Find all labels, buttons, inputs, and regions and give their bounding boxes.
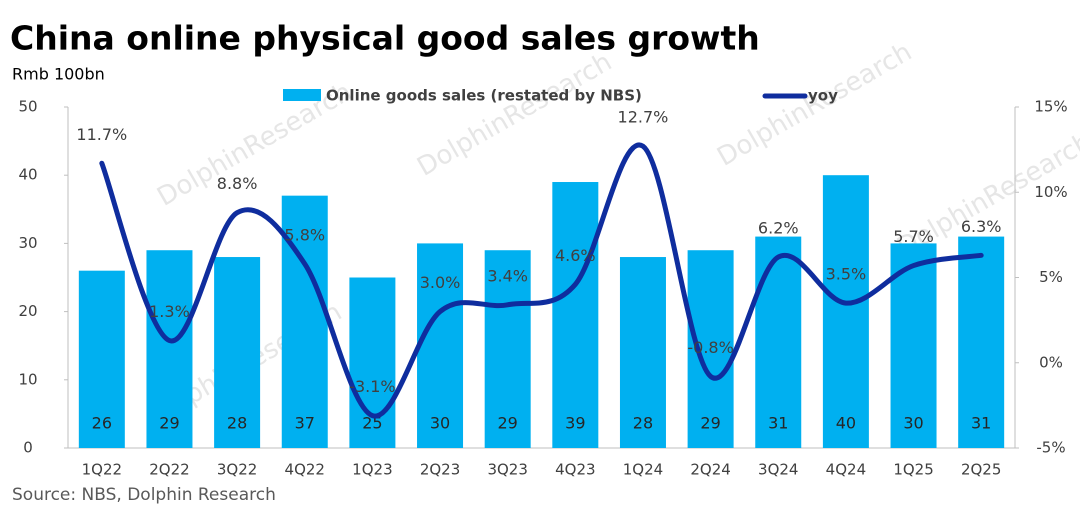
bar-value-label: 40 [836, 414, 856, 433]
y-tick-label: 20 [18, 302, 37, 320]
y2-tick-label: 10% [1034, 183, 1067, 201]
x-tick-label: 4Q24 [826, 461, 866, 479]
y2-tick-label: 15% [1034, 98, 1067, 116]
y2-tick-label: 0% [1039, 353, 1063, 371]
bar [484, 250, 531, 448]
y-tick-label: 30 [18, 234, 37, 252]
x-tick-label: 1Q22 [82, 461, 122, 479]
y-tick-label: 10 [18, 370, 37, 388]
x-tick-label: 2Q23 [420, 461, 460, 479]
line-value-label: 6.2% [758, 219, 799, 238]
legend-swatch [283, 89, 321, 101]
yoy-line [99, 142, 984, 419]
bar-value-label: 28 [227, 414, 247, 433]
x-tick-label: 2Q24 [690, 461, 730, 479]
bar-value-label: 31 [768, 414, 788, 433]
source-note: Source: NBS, Dolphin Research [12, 485, 276, 505]
bar [552, 182, 599, 448]
bar [755, 236, 802, 448]
bar [958, 236, 1005, 448]
bar [214, 257, 261, 448]
x-tick-label: 2Q22 [149, 461, 189, 479]
x-tick-label: 3Q23 [487, 461, 527, 479]
bar-value-label: 26 [92, 414, 112, 433]
line-value-label: 8.8% [217, 174, 258, 193]
line-value-label: 11.7% [76, 125, 127, 144]
bar-value-label: 29 [159, 414, 179, 433]
line-value-label: 6.3% [961, 217, 1002, 236]
bar-value-label: 39 [565, 414, 585, 433]
line-value-label: 12.7% [618, 108, 669, 127]
legend-label: yoy [808, 87, 838, 105]
bar-value-label: 28 [633, 414, 653, 433]
y-axis-unit: Rmb 100bn [12, 65, 105, 84]
x-tick-label: 2Q25 [961, 461, 1001, 479]
line-value-label: 5.7% [893, 227, 934, 246]
line-value-label: -3.1% [349, 377, 395, 396]
x-tick-label: 1Q25 [893, 461, 933, 479]
x-tick-label: 3Q24 [758, 461, 798, 479]
bar [78, 270, 125, 448]
bar-value-label: 30 [903, 414, 923, 433]
x-tick-label: 1Q23 [352, 461, 392, 479]
line-value-label: 5.8% [284, 225, 325, 244]
bar-value-label: 29 [497, 414, 517, 433]
y2-tick-label: 5% [1039, 268, 1063, 286]
bar [417, 243, 464, 448]
line-value-label: 3.5% [826, 265, 867, 284]
bar-value-label: 31 [971, 414, 991, 433]
bar [822, 175, 869, 448]
bar [146, 250, 193, 448]
line-value-label: 4.6% [555, 246, 596, 265]
bar-value-label: 29 [700, 414, 720, 433]
bar-value-label: 37 [295, 414, 315, 433]
line-value-label: 3.0% [420, 273, 461, 292]
y-tick-label: 0 [23, 439, 33, 457]
x-tick-label: 4Q23 [555, 461, 595, 479]
legend-label: Online goods sales (restated by NBS) [326, 87, 642, 105]
line-value-label: 3.4% [487, 266, 528, 285]
bar [281, 195, 328, 448]
watermark: DolphinResearch [412, 47, 617, 183]
x-tick-label: 1Q24 [623, 461, 663, 479]
bar [890, 243, 937, 448]
bar [349, 277, 396, 448]
bar [619, 257, 666, 448]
line-value-label: 1.3% [149, 302, 190, 321]
y2-tick-label: -5% [1036, 439, 1065, 457]
y-tick-label: 40 [18, 166, 37, 184]
chart-title: China online physical good sales growth [10, 19, 760, 58]
x-tick-label: 3Q22 [217, 461, 257, 479]
bar-value-label: 30 [430, 414, 450, 433]
x-tick-label: 4Q22 [285, 461, 325, 479]
line-value-label: -0.8% [687, 338, 733, 357]
y-tick-label: 50 [18, 98, 37, 116]
